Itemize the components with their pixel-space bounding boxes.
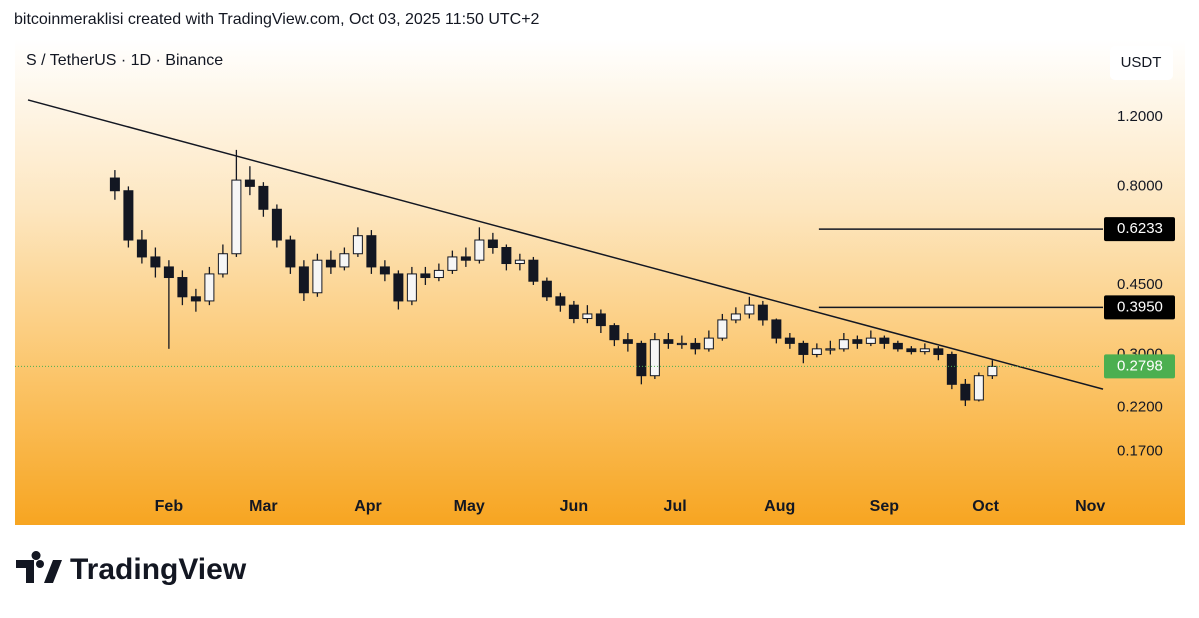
candle-body	[622, 339, 633, 344]
candle-body	[960, 383, 971, 401]
candle-body	[109, 177, 120, 192]
x-tick-label: Sep	[870, 498, 900, 515]
candle-body	[123, 190, 134, 241]
candle-body	[676, 342, 687, 346]
currency-box	[1110, 46, 1173, 80]
logo-icon	[16, 551, 62, 583]
candle-body	[636, 342, 647, 377]
x-tick-label: Feb	[155, 498, 184, 515]
candle-body	[555, 296, 566, 306]
candle-body	[784, 337, 795, 344]
candle-body	[136, 239, 147, 258]
candle-body	[595, 313, 606, 327]
candle-body	[379, 266, 390, 275]
candle-body	[852, 339, 863, 344]
candle-body	[946, 353, 957, 385]
candle-body	[312, 259, 323, 294]
x-tick-label: May	[454, 498, 485, 515]
chart-background	[15, 40, 1185, 525]
candle-body	[582, 313, 593, 320]
candle-body	[771, 319, 782, 339]
candle-body	[906, 348, 917, 353]
candle-body	[244, 179, 255, 187]
candle-body	[649, 339, 660, 377]
level-label: 0.3950	[1117, 298, 1163, 315]
candle-body	[366, 235, 377, 268]
y-tick-label: 1.2000	[1117, 108, 1163, 125]
candle-body	[190, 296, 201, 302]
candle-body	[474, 239, 485, 261]
candle-body	[163, 266, 174, 279]
x-tick-label: Jun	[560, 498, 588, 515]
candle-body	[744, 304, 755, 315]
candle-body	[393, 273, 404, 302]
level-badge	[1104, 217, 1175, 242]
candle-body	[798, 342, 809, 355]
last-price-label: 0.2798	[1117, 357, 1163, 374]
x-tick-label: Nov	[1075, 498, 1105, 515]
candle-body	[892, 342, 903, 350]
candle-body	[406, 273, 417, 302]
candle-body	[460, 256, 471, 261]
candle-body	[271, 208, 282, 241]
candle-body	[568, 304, 579, 320]
candle-body	[433, 269, 444, 279]
candle-body	[865, 337, 876, 344]
y-tick-label: 0.8000	[1117, 177, 1163, 194]
candle-body	[298, 266, 309, 294]
candle-body	[501, 247, 512, 265]
candle-body	[879, 337, 890, 344]
candle-body	[258, 185, 269, 210]
candle-body	[325, 259, 336, 268]
trendline	[27, 99, 1104, 390]
candle-body	[663, 339, 674, 344]
currency-label: USDT	[1121, 54, 1162, 71]
level-label: 0.6233	[1117, 220, 1163, 237]
candle-body	[973, 375, 984, 401]
level-badge	[1104, 295, 1175, 320]
y-tick-label: 0.2200	[1117, 399, 1163, 416]
candle-body	[177, 277, 188, 298]
candle-body	[987, 365, 998, 377]
candle-body	[811, 348, 822, 355]
candle-body	[825, 348, 836, 351]
x-tick-label: Oct	[972, 498, 999, 515]
candle-body	[285, 239, 296, 268]
candle-body	[703, 337, 714, 350]
candle-body	[150, 256, 161, 268]
last-price-badge	[1104, 354, 1175, 379]
candle-body	[717, 319, 728, 339]
candle-body	[447, 256, 458, 271]
candle-body	[919, 348, 930, 353]
y-tick-label: 0.1700	[1117, 443, 1163, 460]
candle-body	[217, 253, 228, 275]
candle-body	[528, 259, 539, 282]
logo-dot	[36, 560, 44, 568]
candle-body	[420, 273, 431, 279]
x-tick-label: Mar	[249, 498, 277, 515]
candle-body	[541, 280, 552, 298]
candle-body	[204, 273, 215, 302]
logo: TradingView	[16, 551, 247, 586]
x-tick-label: Aug	[764, 498, 795, 515]
candle-body	[609, 325, 620, 341]
chart-title: S / TetherUS · 1D · Binance	[26, 52, 223, 69]
candle-body	[838, 339, 849, 350]
logo-text: TradingView	[70, 553, 247, 586]
x-tick-label: Apr	[354, 498, 382, 515]
candle-body	[730, 313, 741, 321]
candle-body	[352, 235, 363, 255]
attribution: bitcoinmeraklisi created with TradingVie…	[14, 11, 540, 28]
candle-body	[339, 253, 350, 268]
candle-body	[487, 239, 498, 249]
y-tick-label: 0.4500	[1117, 276, 1163, 293]
candle-body	[933, 348, 944, 355]
candle-body	[231, 179, 242, 255]
x-tick-label: Jul	[664, 498, 687, 515]
candle-body	[690, 342, 701, 350]
candle-body	[757, 304, 768, 321]
candle-body	[514, 259, 525, 265]
